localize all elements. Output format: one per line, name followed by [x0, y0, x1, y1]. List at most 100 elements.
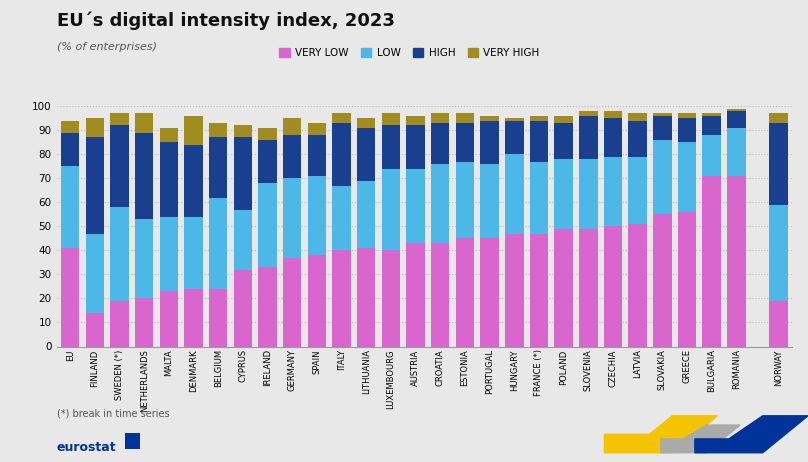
Bar	[579, 116, 598, 159]
Bar	[604, 118, 622, 157]
Bar	[653, 214, 671, 346]
Bar	[86, 313, 104, 346]
Bar	[431, 164, 449, 243]
Bar	[332, 250, 351, 346]
Bar	[159, 217, 178, 291]
Bar	[308, 123, 326, 135]
Bar	[110, 114, 128, 126]
Bar	[678, 114, 696, 118]
Bar	[381, 250, 400, 346]
Bar	[259, 183, 277, 267]
Bar	[406, 116, 425, 126]
Bar	[456, 162, 474, 238]
Bar	[653, 114, 671, 116]
Text: eurostat: eurostat	[57, 441, 116, 454]
Bar	[308, 135, 326, 176]
Bar	[505, 118, 524, 121]
Bar	[604, 157, 622, 226]
Bar	[381, 126, 400, 169]
Bar	[381, 114, 400, 126]
Bar	[530, 121, 548, 162]
Bar	[629, 121, 647, 157]
Bar	[530, 234, 548, 346]
Polygon shape	[604, 416, 718, 453]
Bar	[727, 128, 746, 176]
Bar	[184, 116, 203, 145]
Bar	[209, 123, 227, 138]
Bar	[332, 186, 351, 250]
Bar	[259, 128, 277, 140]
Bar	[769, 301, 788, 346]
Bar	[184, 145, 203, 217]
Bar	[332, 123, 351, 186]
Bar	[629, 157, 647, 224]
Bar	[456, 123, 474, 162]
Bar	[61, 166, 79, 248]
Bar	[283, 135, 301, 178]
Bar	[530, 116, 548, 121]
Bar	[678, 142, 696, 212]
Bar	[727, 176, 746, 346]
Legend: VERY LOW, LOW, HIGH, VERY HIGH: VERY LOW, LOW, HIGH, VERY HIGH	[276, 44, 544, 62]
Bar	[629, 224, 647, 346]
Bar	[332, 114, 351, 123]
Bar	[505, 154, 524, 234]
Bar	[234, 270, 252, 346]
Bar	[505, 121, 524, 154]
Bar	[554, 116, 573, 123]
Bar	[357, 248, 376, 346]
Bar	[86, 138, 104, 234]
Bar	[456, 114, 474, 123]
Bar	[110, 207, 128, 301]
Bar	[259, 267, 277, 346]
Bar	[308, 255, 326, 346]
Text: (% of enterprises): (% of enterprises)	[57, 42, 157, 52]
Bar	[727, 111, 746, 128]
Bar	[86, 234, 104, 313]
Bar	[86, 118, 104, 138]
Bar	[727, 109, 746, 111]
Bar	[653, 116, 671, 140]
Bar	[209, 138, 227, 198]
Bar	[678, 118, 696, 142]
Bar	[381, 169, 400, 250]
Bar	[135, 114, 154, 133]
Bar	[769, 205, 788, 301]
Bar	[579, 159, 598, 229]
Bar	[505, 234, 524, 346]
Bar	[406, 126, 425, 169]
Text: (*) break in time series: (*) break in time series	[57, 409, 169, 419]
Bar	[431, 114, 449, 123]
Bar	[234, 138, 252, 210]
Bar	[110, 126, 128, 207]
Bar	[406, 169, 425, 243]
Bar	[604, 111, 622, 118]
Bar	[283, 118, 301, 135]
Bar	[702, 176, 721, 346]
Bar	[769, 114, 788, 123]
Bar	[579, 111, 598, 116]
Bar	[61, 121, 79, 133]
Bar	[135, 219, 154, 298]
Bar	[184, 217, 203, 289]
Bar	[554, 229, 573, 346]
Bar	[259, 140, 277, 183]
Bar	[209, 198, 227, 289]
Bar	[769, 123, 788, 205]
Bar	[61, 133, 79, 166]
Bar	[234, 126, 252, 138]
Bar	[209, 289, 227, 346]
Bar	[135, 133, 154, 219]
Bar	[530, 162, 548, 234]
Bar	[110, 301, 128, 346]
Bar	[702, 135, 721, 176]
Bar	[406, 243, 425, 346]
Bar	[159, 128, 178, 142]
Bar	[554, 123, 573, 159]
Bar	[702, 116, 721, 135]
Bar	[480, 121, 499, 164]
Bar	[357, 128, 376, 181]
Bar	[283, 258, 301, 346]
Bar	[653, 140, 671, 214]
Bar	[431, 123, 449, 164]
